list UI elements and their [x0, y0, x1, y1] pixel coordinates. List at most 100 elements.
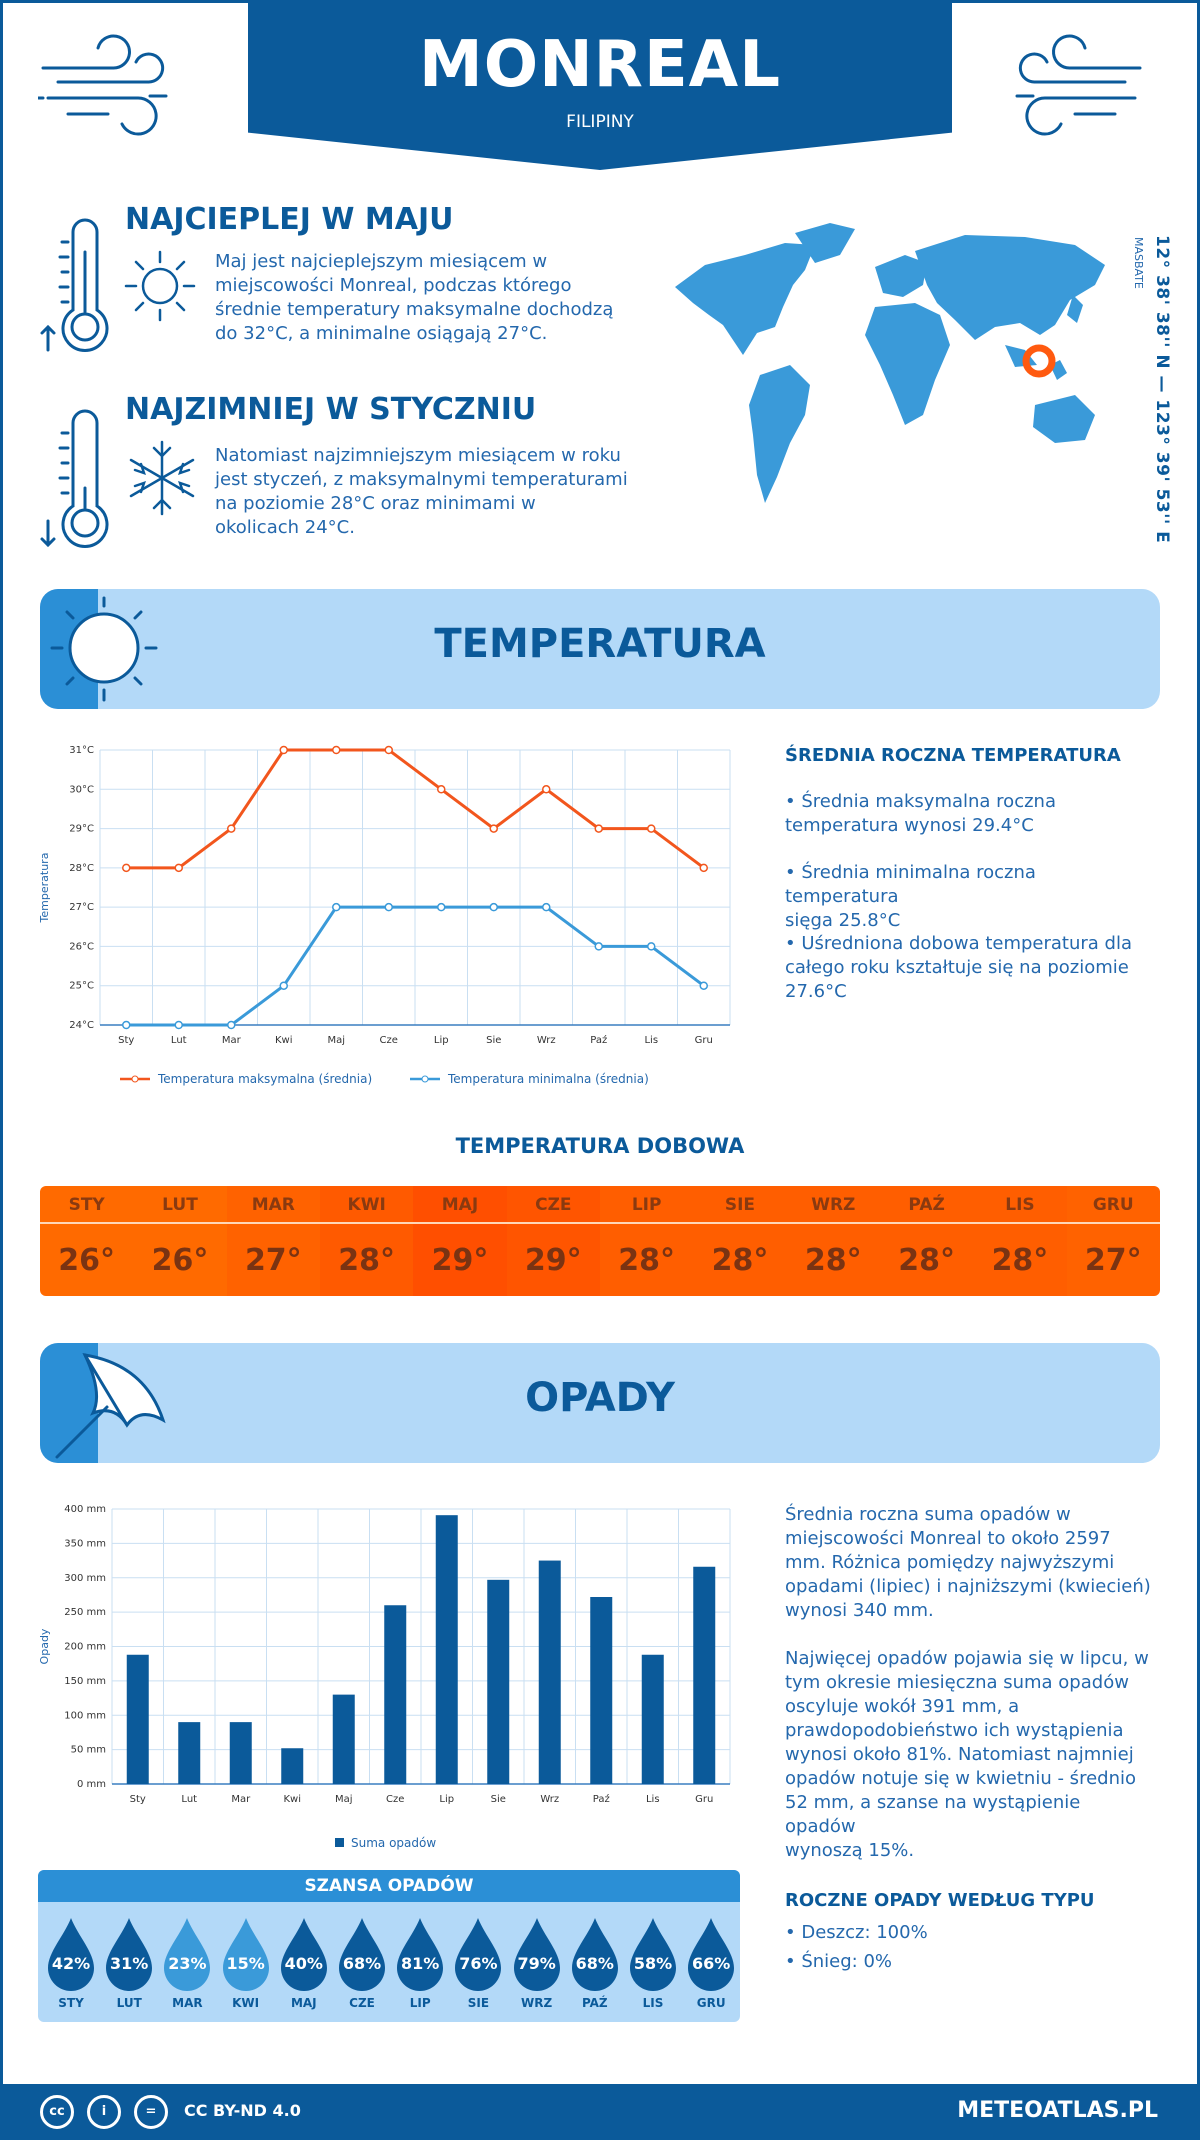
x-tick-label: Maj: [327, 1035, 345, 1046]
month-label: GRU: [696, 1996, 726, 2010]
drop-shape: [455, 1918, 502, 1991]
license-label[interactable]: CC BY-ND 4.0: [184, 2101, 301, 2120]
y-tick-label: 28°C: [69, 863, 94, 874]
data-point: [227, 824, 236, 833]
x-tick-label: Sie: [486, 1035, 501, 1046]
raindrop-icon: [339, 1918, 385, 1991]
bar: [229, 1722, 252, 1784]
legend-label: Temperatura maksymalna (średnia): [157, 1072, 372, 1086]
text-line: oscyluje wokół 391 mm, a: [785, 1696, 1020, 1717]
text-line: prawdopodobieństwo ich wystąpienia: [785, 1720, 1124, 1741]
month-label: SIE: [467, 1996, 490, 2010]
month-label: WRZ: [521, 1996, 553, 2010]
bar: [487, 1579, 510, 1784]
sun-icon: [50, 596, 158, 702]
bar: [590, 1597, 613, 1784]
raindrop-icon: [222, 1918, 269, 1991]
text-line: • Uśredniona dobowa temperatura dla: [785, 933, 1133, 954]
y-tick-label: 150 mm: [64, 1676, 106, 1687]
bar: [126, 1654, 149, 1784]
y-tick-label: 31°C: [69, 745, 94, 756]
chance-drop: 79% WRZ: [508, 1914, 566, 2014]
y-tick-label: 300 mm: [64, 1573, 106, 1584]
precip-detail-text: Najwięcej opadów pojawia się w lipcu, w …: [785, 1647, 1155, 1863]
drop-shape: [571, 1918, 618, 1991]
month-label: WRZ: [786, 1186, 880, 1224]
chance-drop: 31% LUT: [100, 1914, 158, 2014]
raindrop-icon: [513, 1918, 560, 1991]
text-line: wynoszą 15%.: [785, 1840, 915, 1861]
text-line: tym okresie miesięczna suma opadów: [785, 1672, 1129, 1693]
x-tick-label: Lip: [434, 1035, 449, 1046]
month-label: LIS: [642, 1996, 664, 2010]
month-label: CZE: [349, 1996, 375, 2010]
y-tick-label: 29°C: [69, 824, 94, 835]
x-tick-label: Sie: [491, 1794, 506, 1805]
site-link[interactable]: METEOATLAS.PL: [957, 2098, 1158, 2123]
legend-label: Suma opadów: [351, 1836, 436, 1850]
bar: [641, 1654, 664, 1784]
data-point: [332, 745, 341, 755]
precip-chance-panel: SZANSA OPADÓW 42% STY 31% LUT 23% MAR 15% KWI 40…: [38, 1870, 740, 2022]
chance-title: SZANSA OPADÓW: [38, 1870, 740, 1902]
chance-value: 42%: [51, 1954, 91, 1973]
world-map: [675, 223, 1105, 503]
text-line: na poziomie 28°C oraz minimami w: [215, 493, 536, 514]
month-label: MAR: [226, 1186, 320, 1224]
data-point: [647, 942, 656, 951]
temperature-section-title: TEMPERATURA: [434, 621, 766, 667]
text-line: średnie temperatury maksymalne dochodzą: [215, 299, 614, 320]
drop-shape: [688, 1918, 735, 1991]
text-line: Średnia roczna suma opadów w: [785, 1504, 1071, 1525]
data-point: [699, 863, 708, 873]
x-tick-label: Gru: [695, 1794, 713, 1805]
text-line: • Średnia maksymalna roczna: [785, 791, 1056, 812]
temp-value: 27°: [1084, 1242, 1142, 1278]
avg-max-text: • Średnia maksymalna roczna temperatura …: [785, 790, 1155, 838]
month-label: KWI: [319, 1186, 414, 1224]
temp-value: 28°: [618, 1242, 675, 1278]
text-line: do 32°C, a minimalne osiągają 27°C.: [215, 323, 548, 344]
data-point: [489, 824, 498, 833]
data-point: [279, 981, 288, 990]
chance-drop: 42% STY: [42, 1914, 100, 2014]
chance-drop: 68% CZE: [333, 1914, 391, 2014]
series-line: [126, 748, 705, 870]
daily-temp-cell: MAJ 29°: [413, 1186, 507, 1296]
raindrop-icon: [397, 1918, 444, 1991]
drop-shape: [513, 1918, 560, 1991]
data-point: [384, 902, 393, 912]
daily-temp-cell: PAŹ 28°: [879, 1186, 974, 1296]
bar: [693, 1566, 716, 1784]
y-tick-label: 200 mm: [64, 1642, 106, 1653]
y-tick-label: 250 mm: [64, 1607, 106, 1618]
x-tick-label: Sty: [118, 1035, 134, 1046]
precip-summary-text: Średnia roczna suma opadów w miejscowośc…: [785, 1503, 1155, 1623]
text-line: opadami (lipiec) i najniższymi (kwiecień…: [785, 1576, 1151, 1597]
text-line: Najwięcej opadów pojawia się w lipcu, w: [785, 1648, 1149, 1669]
precipitation-chart: 0 mm 50 mm 100 mm 150 mm 200 mm 250 mm 300 mm 3…: [40, 1504, 731, 1850]
temp-value: 28°: [991, 1242, 1049, 1278]
daily-temp-cell: KWI 28°: [319, 1186, 414, 1296]
daily-temp-cell: WRZ 28°: [786, 1186, 880, 1296]
y-tick-label: 400 mm: [64, 1504, 106, 1515]
daily-temp-cell: GRU 27°: [1066, 1186, 1160, 1296]
data-point: [437, 785, 446, 794]
text-line: całego roku kształtuje się na poziomie: [785, 957, 1129, 978]
y-tick-label: 26°C: [69, 941, 94, 952]
month-label: LUT: [133, 1186, 227, 1224]
month-label: STY: [40, 1186, 134, 1224]
chance-value: 66%: [692, 1954, 731, 1973]
coordinates: 12° 38' 38'' N — 123° 39' 53'' E: [1152, 235, 1172, 544]
text-line: 27.6°C: [785, 981, 847, 1002]
bar: [281, 1748, 304, 1784]
snow-share: • Śnieg: 0%: [785, 1951, 893, 1972]
x-tick-label: Paź: [593, 1793, 610, 1805]
data-point: [174, 1020, 183, 1030]
x-tick-label: Gru: [695, 1035, 713, 1046]
umbrella-rain-icon: [55, 1353, 166, 1459]
raindrop-icon: [571, 1918, 618, 1991]
x-tick-label: Lut: [171, 1035, 187, 1046]
x-tick-label: Maj: [335, 1794, 353, 1805]
chance-drops: 42% STY 31% LUT 23% MAR 15% KWI 40% MAJ 68% CZE 81% L…: [38, 1914, 740, 2014]
